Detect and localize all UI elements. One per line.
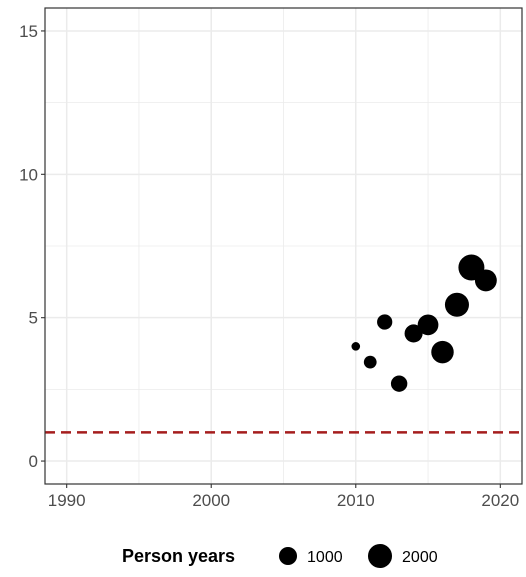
data-point (417, 314, 439, 336)
data-point (363, 355, 377, 369)
major-grid (45, 8, 522, 484)
data-point (377, 314, 393, 330)
data-point (390, 375, 408, 392)
data-point (404, 324, 423, 343)
legend: Person years 1000 2000 (122, 543, 438, 569)
legend-label: 1000 (307, 549, 343, 566)
points-layer (351, 254, 497, 392)
data-point (474, 269, 497, 292)
y-tick-label: 15 (19, 22, 38, 41)
plot-frame (44, 7, 523, 485)
data-point (351, 342, 361, 351)
legend-key (367, 543, 393, 569)
legend-key (278, 546, 298, 566)
y-axis: 0 5 10 15 (19, 22, 45, 471)
legend-label: 2000 (402, 549, 438, 566)
x-tick-label: 2020 (481, 491, 519, 510)
y-tick-label: 10 (19, 165, 38, 184)
x-axis: 1990 2000 2010 2020 (48, 484, 519, 510)
data-point (444, 292, 469, 317)
x-tick-label: 2000 (192, 491, 230, 510)
y-tick-label: 0 (29, 452, 38, 471)
x-tick-label: 1990 (48, 491, 86, 510)
x-tick-label: 2010 (337, 491, 375, 510)
data-point (431, 340, 454, 364)
minor-grid (45, 8, 522, 484)
y-tick-label: 5 (29, 309, 38, 328)
legend-title: Person years (122, 546, 235, 566)
